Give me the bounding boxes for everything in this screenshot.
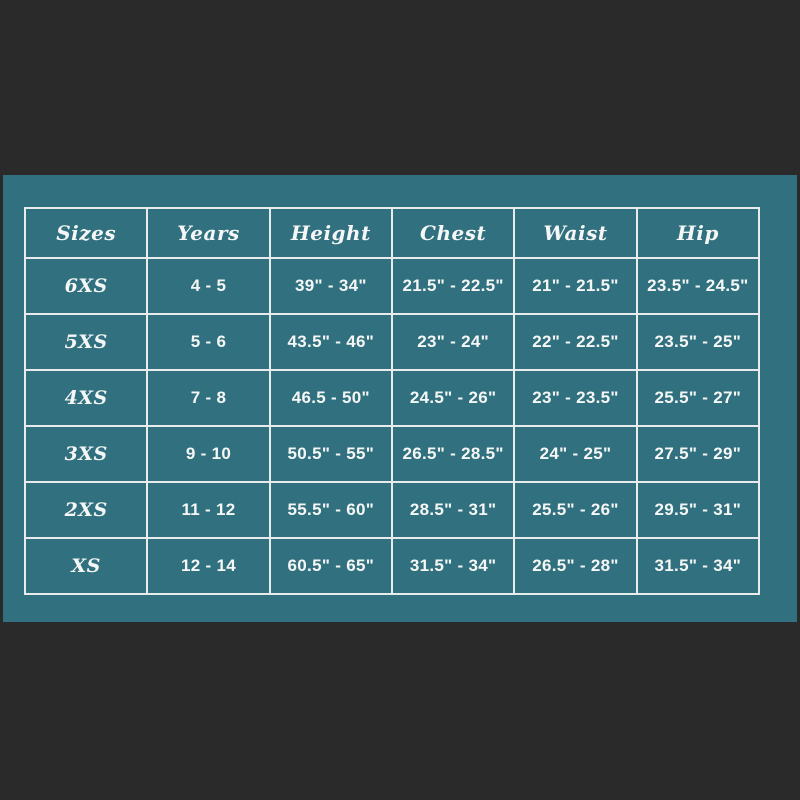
table-row-xs: XS 12 - 14 60.5" - 65" 31.5" - 34" 26.5"… xyxy=(23,537,761,595)
height-cell: 60.5" - 65" xyxy=(268,537,393,595)
chest-cell: 26.5" - 28.5" xyxy=(390,425,516,483)
hip-cell: 31.5" - 34" xyxy=(635,537,761,595)
chest-cell: 28.5" - 31" xyxy=(390,481,516,539)
chest-cell: 21.5" - 22.5" xyxy=(390,257,516,315)
years-cell: 4 - 5 xyxy=(146,257,271,315)
waist-cell: 22" - 22.5" xyxy=(513,313,638,371)
chest-cell: 23" - 24" xyxy=(390,313,516,371)
column-header-hip: Hip xyxy=(635,207,761,259)
years-cell: 7 - 8 xyxy=(146,369,271,427)
chest-cell: 31.5" - 34" xyxy=(390,537,516,595)
waist-cell: 23" - 23.5" xyxy=(513,369,638,427)
hip-cell: 23.5" - 24.5" xyxy=(635,257,761,315)
table-row-2xs: 2XS 11 - 12 55.5" - 60" 28.5" - 31" 25.5… xyxy=(23,481,761,539)
column-header-waist: Waist xyxy=(513,207,638,259)
table-row-3xs: 3XS 9 - 10 50.5" - 55" 26.5" - 28.5" 24"… xyxy=(23,425,761,483)
hip-cell: 25.5" - 27" xyxy=(635,369,761,427)
column-header-chest: Chest xyxy=(390,207,516,259)
years-cell: 5 - 6 xyxy=(146,313,271,371)
size-chart-panel: Sizes Years Height Chest Waist Hip 6XS 4… xyxy=(3,175,797,622)
years-cell: 12 - 14 xyxy=(146,537,271,595)
size-cell: XS xyxy=(23,537,149,595)
hip-cell: 27.5" - 29" xyxy=(635,425,761,483)
size-cell: 6XS xyxy=(23,257,149,315)
height-cell: 43.5" - 46" xyxy=(268,313,393,371)
waist-cell: 24" - 25" xyxy=(513,425,638,483)
column-header-sizes: Sizes xyxy=(23,207,149,259)
table-row-5xs: 5XS 5 - 6 43.5" - 46" 23" - 24" 22" - 22… xyxy=(23,313,761,371)
years-cell: 9 - 10 xyxy=(146,425,271,483)
column-header-years: Years xyxy=(146,207,271,259)
table-row-6xs: 6XS 4 - 5 39" - 34" 21.5" - 22.5" 21" - … xyxy=(23,257,761,315)
size-chart-table: Sizes Years Height Chest Waist Hip 6XS 4… xyxy=(23,207,761,595)
chest-cell: 24.5" - 26" xyxy=(390,369,516,427)
height-cell: 50.5" - 55" xyxy=(268,425,393,483)
size-cell: 2XS xyxy=(23,481,149,539)
waist-cell: 25.5" - 26" xyxy=(513,481,638,539)
size-cell: 5XS xyxy=(23,313,149,371)
years-cell: 11 - 12 xyxy=(146,481,271,539)
hip-cell: 23.5" - 25" xyxy=(635,313,761,371)
height-cell: 46.5 - 50" xyxy=(268,369,393,427)
table-header-row: Sizes Years Height Chest Waist Hip xyxy=(23,207,761,259)
waist-cell: 21" - 21.5" xyxy=(513,257,638,315)
height-cell: 39" - 34" xyxy=(268,257,393,315)
height-cell: 55.5" - 60" xyxy=(268,481,393,539)
table-row-4xs: 4XS 7 - 8 46.5 - 50" 24.5" - 26" 23" - 2… xyxy=(23,369,761,427)
column-header-height: Height xyxy=(268,207,393,259)
waist-cell: 26.5" - 28" xyxy=(513,537,638,595)
hip-cell: 29.5" - 31" xyxy=(635,481,761,539)
size-cell: 4XS xyxy=(23,369,149,427)
size-cell: 3XS xyxy=(23,425,149,483)
